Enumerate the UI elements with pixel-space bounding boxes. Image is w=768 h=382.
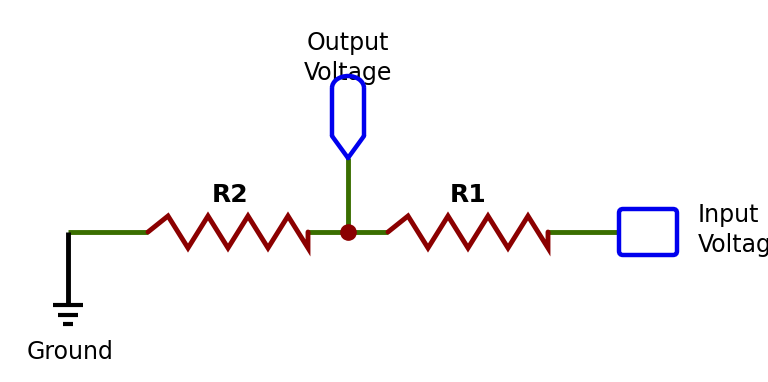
Text: R1: R1: [449, 183, 486, 207]
Text: Input
Voltage: Input Voltage: [698, 203, 768, 257]
Text: Ground: Ground: [27, 340, 114, 364]
Text: R2: R2: [212, 183, 248, 207]
Text: Output
Voltage: Output Voltage: [304, 31, 392, 85]
